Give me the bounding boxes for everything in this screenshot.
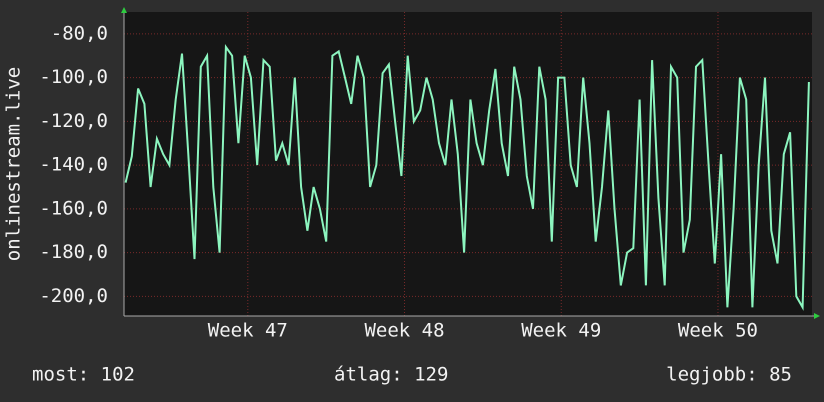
footer-average: átlag: 129 xyxy=(334,364,448,386)
x-tick-label: Week 47 xyxy=(208,320,288,342)
y-tick-label: -160,0 xyxy=(39,197,108,219)
footer-best: legjobb: 85 xyxy=(666,364,792,386)
y-tick-label: -200,0 xyxy=(39,285,108,307)
x-tick-label: Week 49 xyxy=(521,320,601,342)
y-axis-arrow xyxy=(121,7,127,13)
y-tick-label: -180,0 xyxy=(39,241,108,263)
y-tick-label: -120,0 xyxy=(39,110,108,132)
y-axis-label: onlinestream.live xyxy=(3,67,25,261)
data-line xyxy=(124,44,810,311)
x-tick-label: Week 50 xyxy=(678,320,758,342)
footer-current: most: 102 xyxy=(32,364,135,386)
y-tick-label: -100,0 xyxy=(39,66,108,88)
x-axis-arrow xyxy=(814,313,820,319)
y-tick-label: -140,0 xyxy=(39,154,108,176)
x-tick-label: Week 48 xyxy=(364,320,444,342)
y-tick-label: -80,0 xyxy=(51,22,108,44)
